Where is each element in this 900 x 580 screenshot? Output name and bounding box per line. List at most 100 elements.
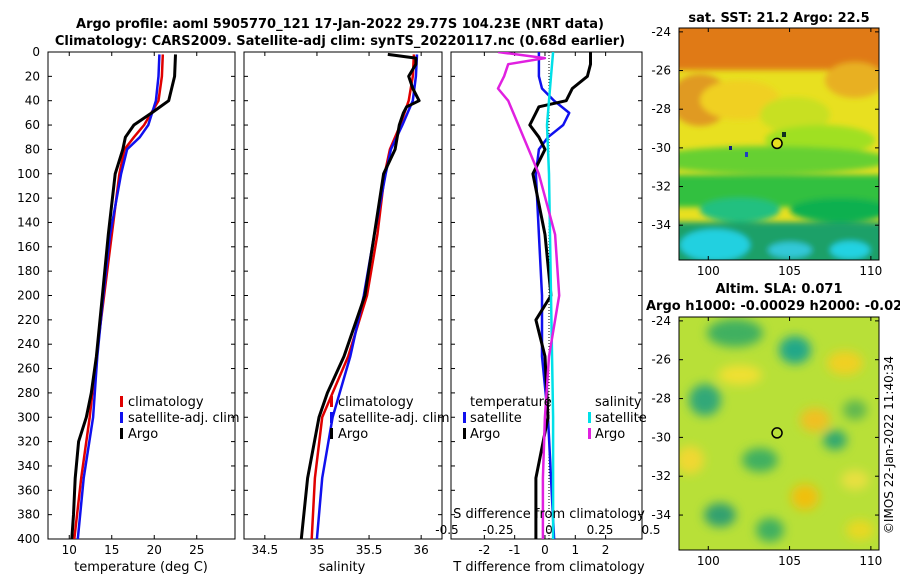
salinity-x-tick-label: 34.5 [251, 543, 278, 557]
sst-lon-tick-label: 100 [697, 264, 720, 278]
legend-swatch-s-satellite [588, 412, 591, 423]
sst-lat-tick-label: -30 [651, 141, 671, 155]
salinity-legend: climatology satellite-adj. clim Argo [330, 395, 450, 442]
difference-legend: temperature satellite Argo salinity sate… [463, 395, 647, 442]
legend-swatch-t-argo [463, 428, 466, 439]
depth-tick-label: 260 [17, 362, 40, 376]
series-line-argo [70, 54, 177, 539]
legend-swatch-argo [330, 428, 333, 439]
argo-float-marker [771, 137, 783, 150]
figure-title-line2: Climatology: CARS2009. Satellite-adj cli… [55, 34, 625, 49]
salinity-plot-frame [243, 51, 443, 540]
s-difference-tick-label: 0 [545, 523, 553, 537]
legend-swatch-t-satellite [463, 412, 466, 423]
salinity-x-tick-label: 35.5 [356, 543, 383, 557]
sla-lat-tick-label: -26 [651, 353, 671, 367]
temperature-x-axis-label: temperature (deg C) [74, 560, 208, 575]
temperature-legend: climatology satellite-adj. clim Argo [120, 395, 240, 442]
legend-swatch-climatology [330, 396, 333, 407]
sla-lat-tick-label: -28 [651, 392, 671, 406]
sst-lat-tick-label: -26 [651, 64, 671, 78]
legend-swatch-satellite-adj [120, 412, 123, 423]
series-line-argo [299, 52, 421, 539]
sla-lon-tick-label: 105 [778, 554, 801, 568]
salinity-x-tick-label: 35 [309, 543, 324, 557]
sla-lat-tick-label: -32 [651, 469, 671, 483]
depth-tick-label: 400 [17, 532, 40, 546]
depth-tick-label: 240 [17, 337, 40, 351]
sst-map-frame [678, 27, 880, 261]
legend-title-salinity: salinity [595, 395, 642, 410]
depth-tick-label: 20 [25, 69, 40, 83]
series-line-satellite-adj-clim [76, 54, 161, 539]
legend-label-t-satellite: satellite [470, 411, 522, 426]
series-line-salinity-satellite [545, 52, 555, 539]
depth-tick-label: 300 [17, 410, 40, 424]
temperature-panel: 0 20 40 60 80 100 120 140 160 180 200 220 240 260 280 3… [17, 45, 240, 575]
depth-tick-label: 320 [17, 435, 40, 449]
depth-tick-label: 120 [17, 191, 40, 205]
difference-panel: -2 -1 0 1 2 -0.5 -0.25 0 0.25 0.5 T difference fr… [435, 51, 661, 575]
depth-tick-label: 340 [17, 459, 40, 473]
sla-lat-tick-label: -24 [651, 314, 671, 328]
sst-map-panel: sat. SST: 21.2 Argo: 22.5 [651, 11, 882, 278]
legend-label-satellite-adj: satellite-adj. clim [338, 411, 450, 426]
s-difference-tick-label: -0.5 [435, 523, 458, 537]
legend-swatch-climatology [120, 396, 123, 407]
temperature-x-tick-label: 15 [104, 543, 119, 557]
depth-axis-labels: 0 20 40 60 80 100 120 140 160 180 200 220 240 260 280 3… [17, 45, 40, 546]
difference-x-tick-label: 0 [541, 543, 549, 557]
legend-label-climatology: climatology [128, 395, 204, 410]
legend-label-satellite-adj: satellite-adj. clim [128, 411, 240, 426]
temperature-x-tick-label: 25 [189, 543, 204, 557]
sla-map-panel: Altim. SLA: 0.071 Argo h1000: -0.00029 h… [646, 282, 900, 568]
argo-float-marker [771, 427, 783, 439]
depth-tick-label: 140 [17, 215, 40, 229]
sst-lat-tick-label: -28 [651, 102, 671, 116]
difference-x-tick-label: 2 [602, 543, 610, 557]
difference-x-axis-label: T difference from climatology [452, 560, 645, 575]
s-difference-tick-label: -0.25 [482, 523, 513, 537]
depth-tick-label: 360 [17, 483, 40, 497]
legend-swatch-argo [120, 428, 123, 439]
series-line-temperature-argo [528, 52, 592, 539]
salinity-x-tick-label: 36 [414, 543, 429, 557]
sla-lat-tick-label: -34 [651, 508, 671, 522]
depth-tick-label: 100 [17, 167, 40, 181]
sla-lon-tick-label: 110 [859, 554, 882, 568]
depth-tick-label: 60 [25, 118, 40, 132]
sst-lat-tick-label: -24 [651, 25, 671, 39]
legend-label-argo: Argo [338, 427, 368, 442]
depth-tick-label: 220 [17, 313, 40, 327]
depth-tick-label: 200 [17, 289, 40, 303]
s-difference-axis-label: S difference from climatology [453, 507, 645, 522]
depth-tick-label: 80 [25, 142, 40, 156]
legend-label-argo: Argo [128, 427, 158, 442]
depth-tick-label: 280 [17, 386, 40, 400]
salinity-x-axis-label: salinity [319, 560, 366, 575]
temperature-x-tick-label: 10 [62, 543, 77, 557]
depth-tick-label: 40 [25, 94, 40, 108]
legend-swatch-satellite-adj [330, 412, 333, 423]
sst-heatmap [679, 28, 879, 260]
depth-tick-label: 160 [17, 240, 40, 254]
sla-heatmap [679, 317, 879, 550]
sla-lon-tick-label: 100 [697, 554, 720, 568]
sst-lon-tick-label: 110 [859, 264, 882, 278]
sla-lat-tick-label: -30 [651, 430, 671, 444]
legend-label-s-satellite: satellite [595, 411, 647, 426]
legend-title-temperature: temperature [470, 395, 552, 410]
sst-lon-tick-label: 105 [778, 264, 801, 278]
sst-lat-tick-label: -34 [651, 218, 671, 232]
series-line-climatology [73, 54, 165, 539]
sla-map-title: Altim. SLA: 0.071 [716, 282, 843, 297]
legend-swatch-s-argo [588, 428, 591, 439]
s-difference-tick-label: 0.25 [587, 523, 614, 537]
depth-tick-label: 0 [32, 45, 40, 59]
depth-tick-label: 380 [17, 508, 40, 522]
sst-map-title: sat. SST: 21.2 Argo: 22.5 [688, 11, 869, 26]
legend-label-s-argo: Argo [595, 427, 625, 442]
sst-lat-tick-label: -32 [651, 180, 671, 194]
sla-map-frame [678, 316, 880, 551]
sla-map-subtitle: Argo h1000: -0.00029 h2000: -0.02 [646, 299, 900, 314]
